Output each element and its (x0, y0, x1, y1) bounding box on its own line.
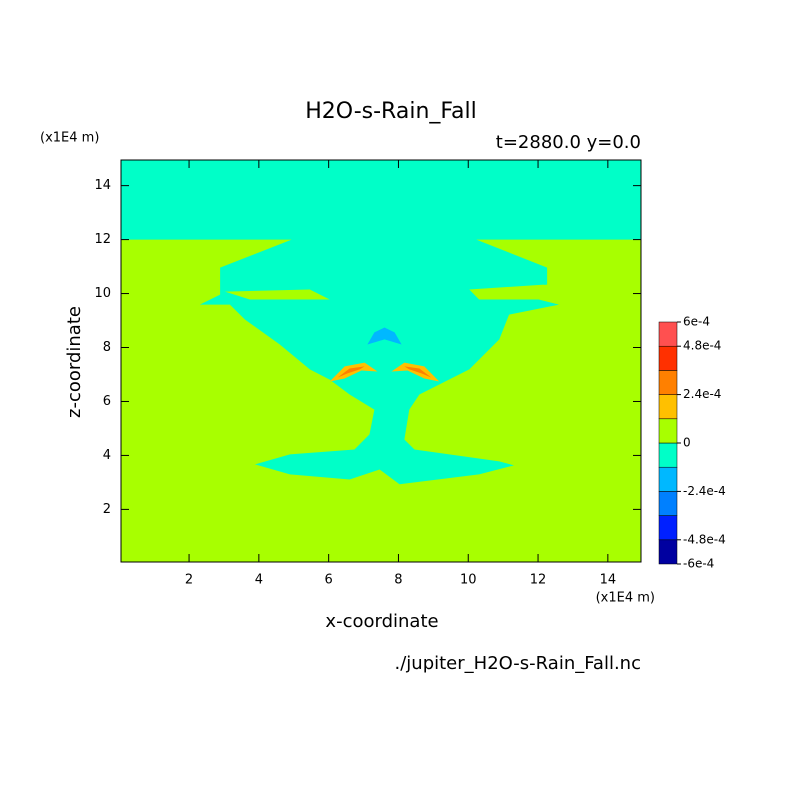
y-tick-label: 12 (94, 232, 111, 247)
colorbar-bin (658, 345, 678, 371)
colorbar-bin (658, 442, 678, 468)
x-tick-label: 4 (255, 573, 263, 588)
colorbar-bin (658, 539, 678, 565)
source-file: ./jupiter_H2O-s-Rain_Fall.nc (395, 653, 642, 674)
colorbar-tick-label: -4.8e-4 (683, 532, 726, 546)
subtitle: t=2880.0 y=0.0 (496, 132, 641, 153)
plot-frame (120, 159, 642, 563)
colorbar-bin (658, 321, 678, 347)
colorbar-bin (658, 418, 678, 444)
contour-region (121, 160, 641, 485)
x-tick-label: 2 (185, 573, 193, 588)
x-tick-label: 14 (600, 573, 617, 588)
x-unit: (x1E4 m) (596, 591, 655, 606)
colorbar-bin (658, 370, 678, 395)
x-tick-label: 10 (460, 573, 477, 588)
contour-region (225, 289, 330, 300)
y-tick-label: 4 (103, 448, 111, 463)
colorbar-tick-label: 0 (683, 436, 691, 450)
x-tick-label: 12 (530, 573, 547, 588)
x-tick-label: 8 (394, 573, 402, 588)
y-tick-label: 6 (103, 394, 111, 409)
field (121, 160, 641, 562)
colorbar-tick-label: 6e-4 (683, 315, 710, 329)
colorbar-tick-label: -6e-4 (683, 557, 714, 571)
contour-region (404, 366, 432, 378)
y-tick-label: 10 (94, 286, 111, 301)
colorbar-tick-label: -2.4e-4 (683, 484, 726, 498)
colorbar-bin (658, 394, 678, 420)
colorbar-bin (658, 466, 678, 492)
contour-region (337, 366, 365, 378)
chart-title: H2O-s-Rain_Fall (305, 99, 477, 124)
colorbar-tick-label: 4.8e-4 (683, 339, 721, 353)
x-tick-label: 6 (325, 573, 333, 588)
contour-region (469, 284, 559, 300)
y-tick-label: 2 (103, 502, 111, 517)
contour-region (367, 327, 402, 345)
contour-region (391, 362, 440, 382)
y-unit: (x1E4 m) (40, 131, 99, 146)
colorbar-bin (658, 515, 678, 541)
y-tick-label: 14 (94, 178, 111, 193)
colorbar-bin (658, 491, 678, 516)
y-axis-label: z-coordinate (64, 306, 85, 418)
y-tick-label: 8 (103, 340, 111, 355)
contour-region (329, 362, 378, 382)
colorbar-tick-label: 2.4e-4 (683, 387, 721, 401)
x-axis-label: x-coordinate (325, 611, 438, 632)
